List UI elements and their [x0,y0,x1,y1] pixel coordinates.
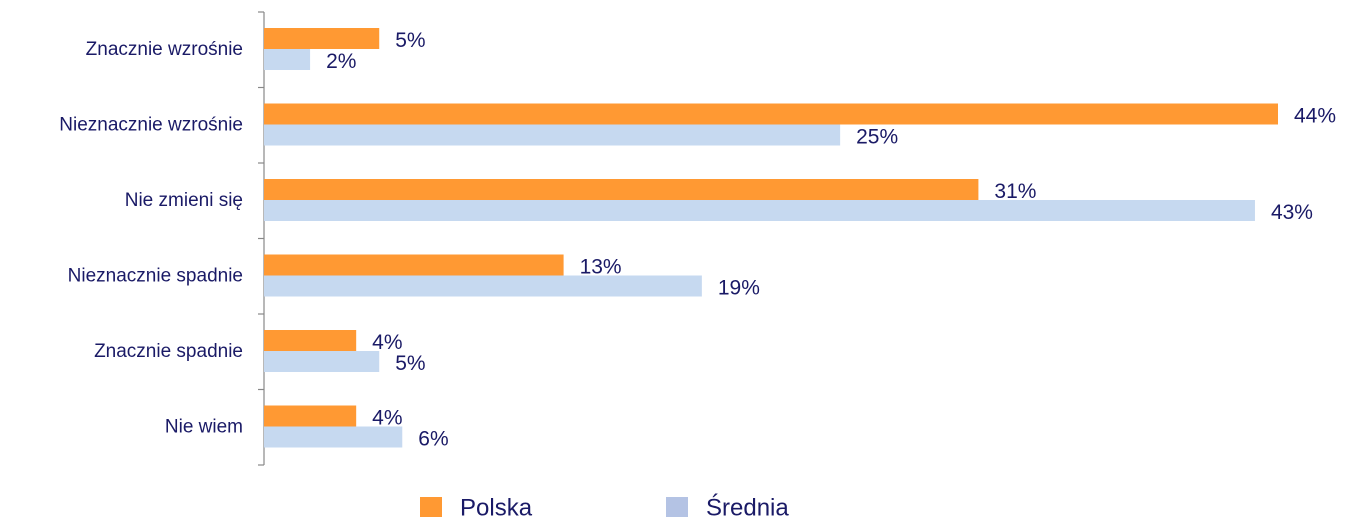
legend-label: Średnia [706,493,789,521]
bar [264,254,564,276]
value-label: 19% [718,277,760,300]
value-label: 6% [418,428,448,451]
value-label: 5% [395,352,425,375]
value-label: 43% [1271,201,1313,224]
legend-label: Polska [460,494,533,521]
value-label: 31% [994,180,1036,203]
value-label: 44% [1294,105,1336,128]
bar [264,49,311,70]
value-label: 4% [372,331,402,354]
bar [264,330,357,351]
legend-swatch [420,497,442,517]
value-label: 13% [580,256,622,279]
value-label: 4% [372,407,402,430]
bar [264,179,979,200]
category-label: Nieznacznie wzrośnie [59,114,243,135]
value-label: 25% [856,126,898,149]
bar [264,426,403,448]
legend-swatch [666,497,688,517]
value-label: 5% [395,29,425,52]
category-label: Nie zmieni się [125,190,243,211]
category-label: Znacznie wzrośnie [86,39,243,60]
bar [264,200,1255,221]
bar [264,405,357,427]
bar [264,275,702,297]
bar [264,28,380,49]
value-label: 2% [326,50,356,73]
category-label: Znacznie spadnie [94,341,243,362]
category-label: Nie wiem [165,416,243,437]
bar [264,124,841,146]
category-label: Nieznacznie spadnie [68,265,243,286]
bar [264,351,380,372]
bar [264,103,1278,125]
